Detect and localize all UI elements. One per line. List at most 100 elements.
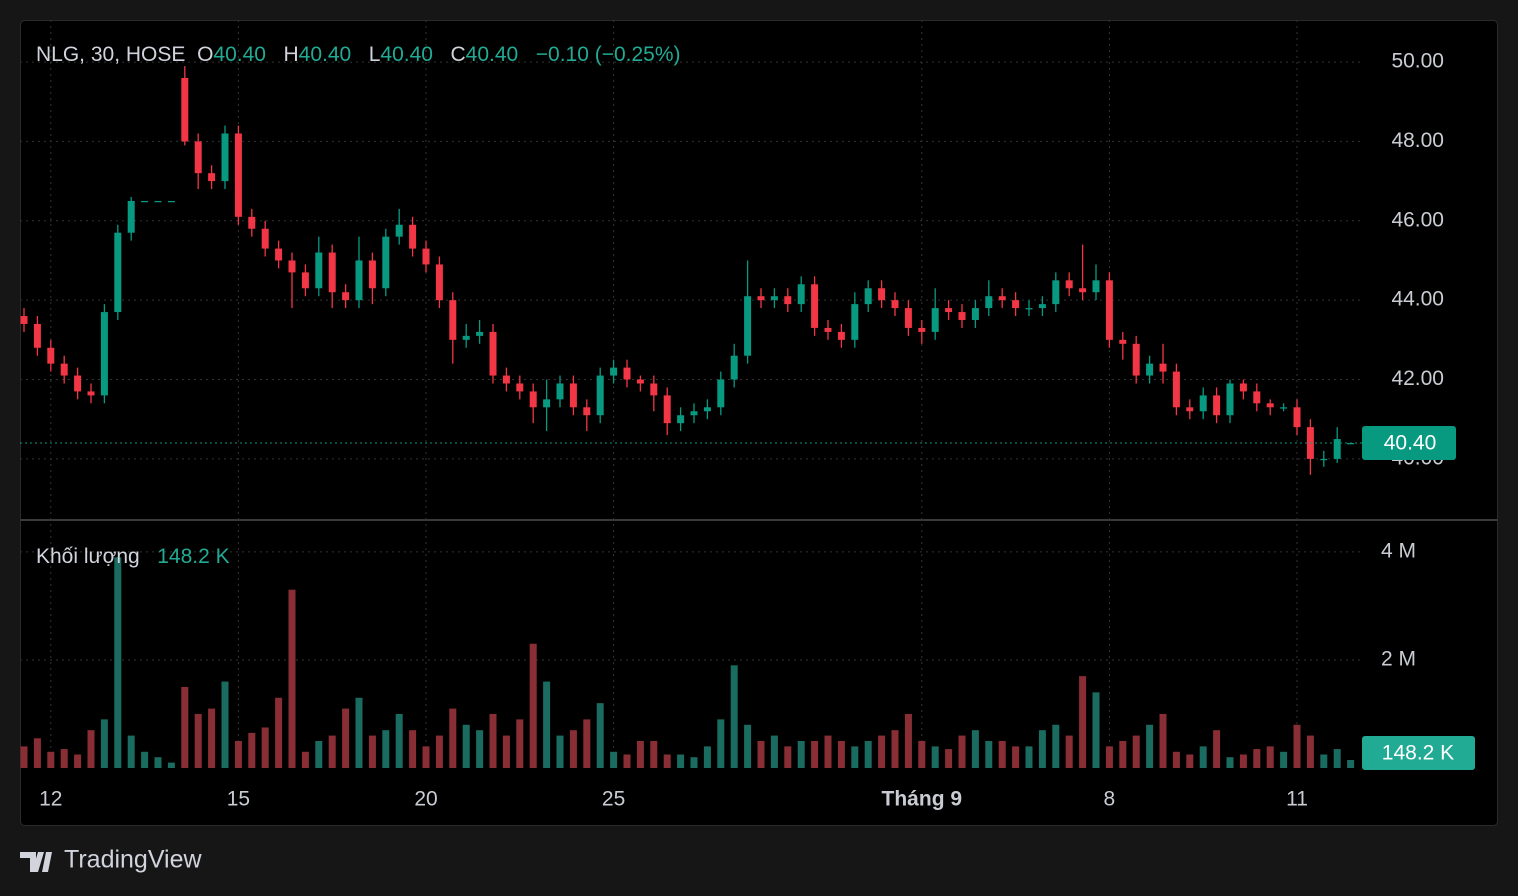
marks [20,66,1362,768]
candle-body [127,200,135,233]
volume-bar [770,735,778,768]
y-tick-label: 46.00 [1391,208,1444,231]
candle-body [690,411,698,416]
volume-bar [154,757,162,768]
volume-bar [368,735,376,768]
volume-bar [234,740,242,768]
volume-legend-name: Khối lượng [36,545,140,568]
volume-bar [355,697,363,768]
candle-body [663,395,671,424]
volume-bar [1119,740,1127,768]
candle-body [1052,280,1060,305]
candle-body [368,260,376,289]
volume-bar [1199,746,1207,768]
volume-bar [502,735,510,768]
volume-bar [33,738,41,768]
volume-bar [114,557,122,768]
candle-body [851,304,859,340]
candle-body [355,260,363,301]
volume-bar [1065,735,1073,768]
candle-body [891,300,899,309]
volume-bar [636,740,644,768]
volume-bar [1239,754,1247,768]
x-tick-label: 11 [1286,788,1308,811]
candle-body [1199,395,1207,412]
volume-bar [690,757,698,768]
candle-body [462,335,470,340]
candle-body [449,300,457,340]
volume-bar [248,732,256,768]
candle-body [784,296,792,305]
volume-bar [100,719,108,768]
candle-body [610,367,618,376]
volume-bar [1038,730,1046,768]
volume-bar [556,735,564,768]
volume-bar [677,754,685,768]
volume-bar [1347,759,1355,768]
volume-bar [583,719,591,768]
candle-body [1226,383,1234,416]
volume-bar [395,713,403,768]
volume-bar [1333,749,1341,768]
y-tick-label: 44.00 [1391,288,1444,311]
volume-bar [1186,754,1194,768]
volume-bar [476,730,484,768]
candle-body [1146,363,1154,376]
y-tick-label: 48.00 [1391,129,1444,152]
candle-body [1105,280,1113,340]
volume-bar [47,751,55,768]
volume-bar [610,751,618,768]
candle-body [730,355,738,380]
candle-body [569,383,577,408]
volume-bar [261,727,269,768]
candle-body [261,228,269,249]
candle-body [636,379,644,384]
volume-bar [20,746,28,768]
y-tick-label: 50.00 [1391,50,1444,73]
volume-bar [1266,746,1274,768]
volume-bar [435,735,443,768]
candle-body [1320,458,1328,461]
candle-body [1172,371,1180,408]
candle-body [382,236,390,289]
candle-body [918,327,926,332]
candle-body [1065,280,1073,289]
candle-body [583,407,591,416]
volume-bar [998,740,1006,768]
candle-body [717,379,725,408]
volume-bar [87,730,95,768]
candle-body [556,383,564,400]
candle-body [395,224,403,237]
volume-bar [878,735,886,768]
candle-body [543,399,551,408]
volume-bar [596,703,604,768]
candle-body [87,391,95,396]
volume-bar [891,730,899,768]
legend-key: O [197,43,214,66]
x-tick-label: Tháng 9 [882,788,963,811]
volume-bar [1280,751,1288,768]
candle-body [74,375,82,392]
volume-bar [543,681,551,768]
volume-bar [703,746,711,768]
candle-body [971,308,979,320]
chart-panel [20,20,1498,826]
candle-body [409,224,417,249]
candle-body [878,288,886,301]
volume-bar [409,730,417,768]
candle-body [1159,363,1167,372]
volume-bar [1293,724,1301,768]
candle-body [811,284,819,328]
candle-body [489,331,497,376]
volume-bar [1105,746,1113,768]
candle-body [181,77,189,142]
volume-bar [1213,730,1221,768]
volume-bar [462,724,470,768]
volume-bar [784,746,792,768]
candle-body [1333,439,1341,459]
candle-body [623,367,631,380]
volume-bar [181,686,189,768]
candle-body [757,296,765,301]
y-tick-label: 42.00 [1391,367,1444,390]
